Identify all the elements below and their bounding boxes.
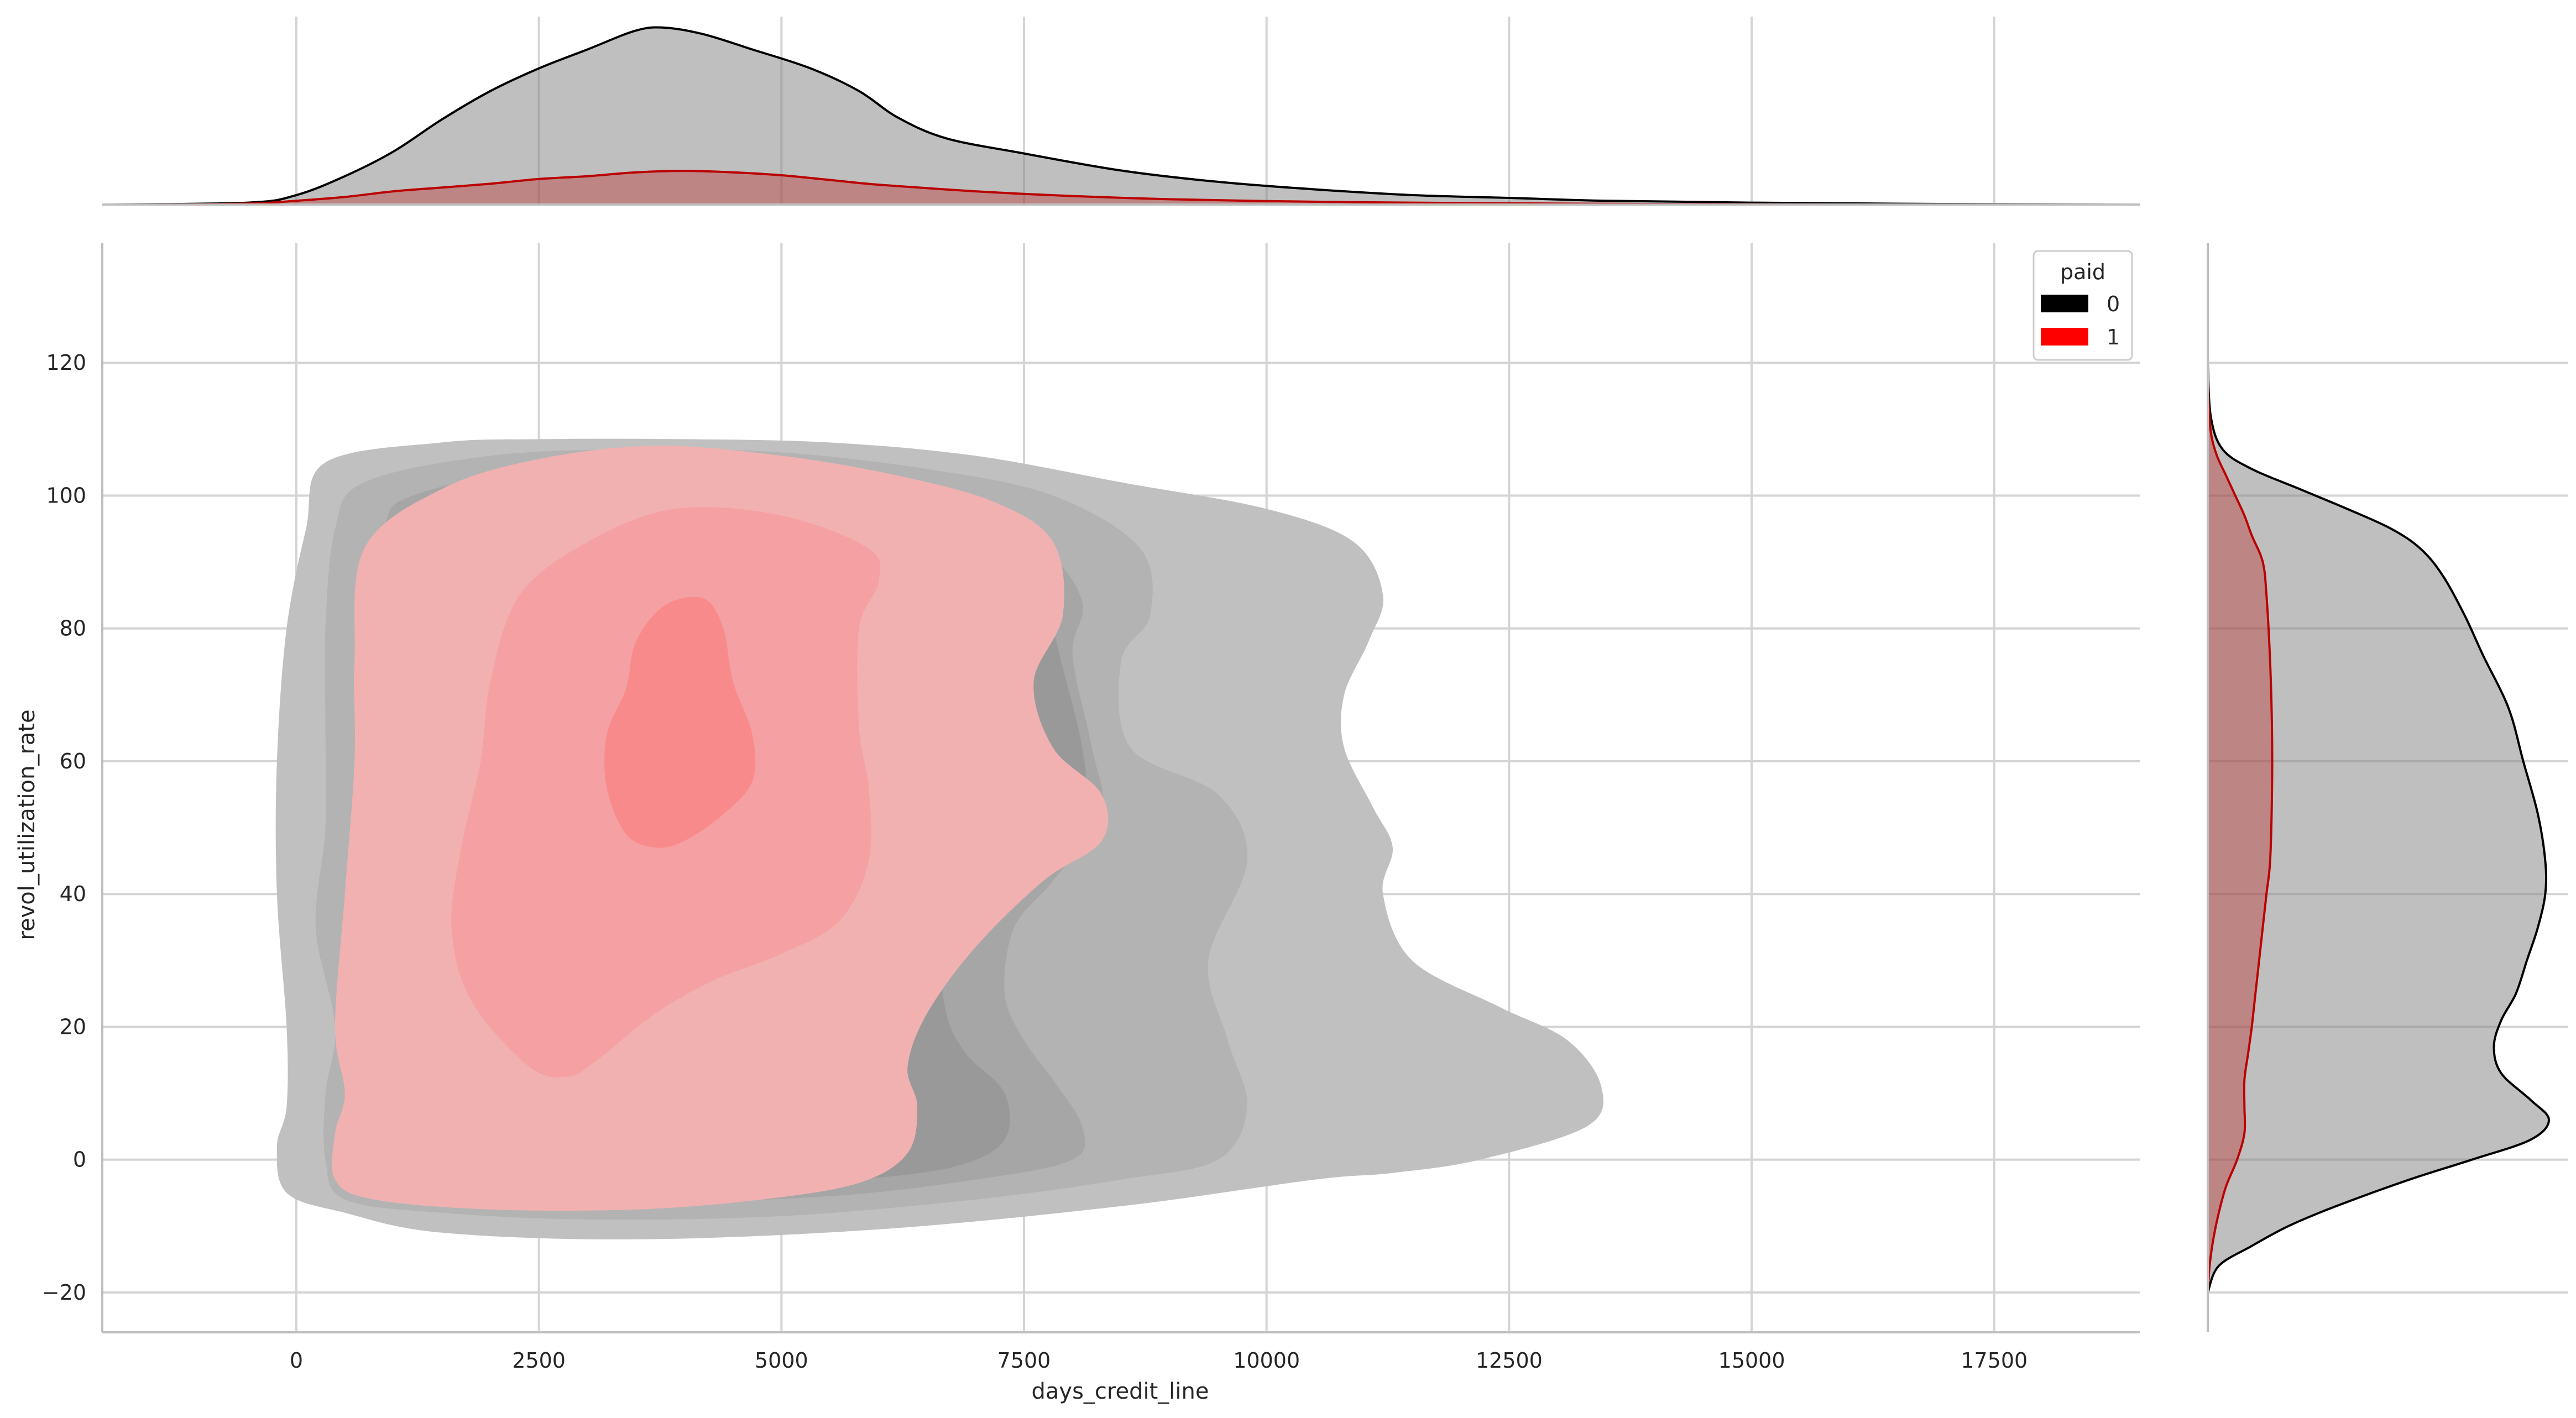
y-tick-label: 80	[60, 616, 86, 641]
y-axis-label: revol_utilization_rate	[14, 709, 40, 940]
y-tick-label: 40	[60, 882, 86, 906]
top-marginal-area-paid-0	[102, 27, 2130, 205]
x-tick-label: 2500	[512, 1348, 566, 1373]
top-marginal-area-paid-1	[150, 171, 1849, 205]
legend-swatch-paid-0	[2041, 295, 2088, 312]
right-marginal-area-paid-0	[2208, 363, 2549, 1293]
x-tick-label: 17500	[1961, 1348, 2028, 1373]
x-axis-label: days_credit_line	[1032, 1379, 1209, 1404]
y-tick-labels: −20 0 20 40 60 80 100 120	[42, 350, 86, 1305]
axis-spines	[101, 203, 2209, 1333]
x-tick-label: 15000	[1718, 1348, 1785, 1373]
y-tick-label: 120	[46, 350, 86, 375]
legend-swatch-paid-1	[2041, 328, 2088, 346]
right-marginal-line-paid-0	[2207, 363, 2551, 1293]
x-tick-label: 5000	[755, 1348, 808, 1373]
legend-label-paid-1: 1	[2107, 325, 2120, 349]
legend-title: paid	[2060, 260, 2105, 284]
kde-contour-paid-1-level-3	[604, 596, 756, 848]
y-tick-label: −20	[42, 1280, 86, 1305]
x-tick-label: 12500	[1476, 1348, 1543, 1373]
y-tick-label: 20	[60, 1014, 86, 1039]
legend-label-paid-0: 0	[2107, 292, 2120, 316]
right-marginal-kde	[2207, 363, 2551, 1293]
y-tick-label: 100	[46, 483, 86, 507]
x-tick-label: 0	[290, 1348, 303, 1373]
x-tick-label: 10000	[1233, 1348, 1300, 1373]
top-marginal-line-paid-1	[150, 170, 1849, 206]
legend: paid 0 1	[2032, 250, 2133, 361]
right-marginal-area-paid-1	[2208, 376, 2272, 1293]
x-tick-labels: 0 2500 5000 7500 10000 12500 15000 17500	[290, 1348, 2028, 1373]
right-marginal-line-paid-1	[2207, 376, 2274, 1293]
kde-contour-area	[275, 438, 1604, 1239]
y-tick-label: 60	[60, 749, 86, 773]
x-tick-label: 7500	[997, 1348, 1051, 1373]
top-marginal-kde	[102, 26, 2130, 206]
y-tick-label: 0	[73, 1148, 86, 1172]
top-marginal-line-paid-0	[102, 26, 2130, 206]
